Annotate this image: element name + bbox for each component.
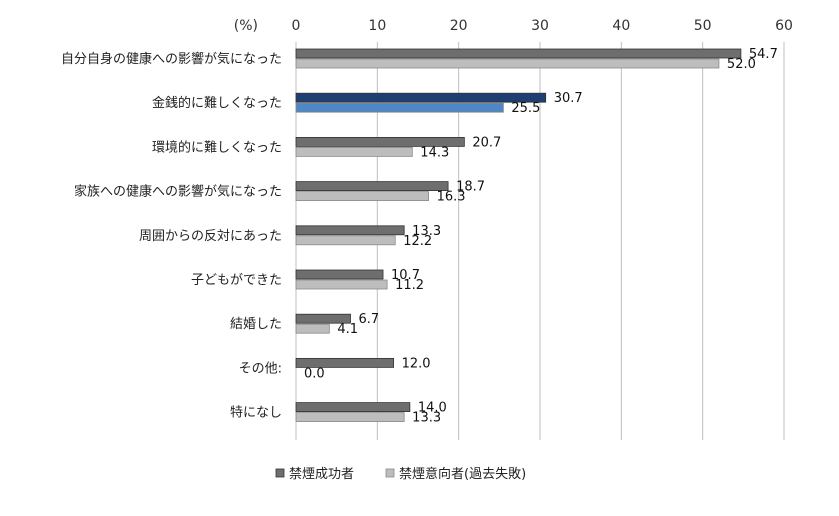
value-labels: 54.752.030.725.520.714.318.716.313.312.2… [304, 47, 778, 426]
value-label: 4.1 [337, 322, 358, 337]
category-label: 環境的に難しくなった [152, 139, 282, 155]
x-tick-label: 50 [694, 18, 712, 34]
value-label: 54.7 [749, 47, 778, 62]
value-label: 18.7 [456, 180, 485, 195]
bar-series-2 [295, 102, 504, 113]
x-tick-label: 10 [368, 18, 386, 34]
bar-series-1 [295, 48, 742, 59]
x-axis-ticks: 0 10 20 30 40 50 60 [292, 18, 793, 34]
bar-series-1 [295, 402, 411, 413]
bar-series-2 [295, 323, 330, 334]
value-label: 14.0 [418, 401, 447, 416]
value-label: 52.0 [727, 57, 756, 72]
bar-series-2 [295, 412, 405, 423]
legend: 禁煙成功者 禁煙意向者(過去失敗) [275, 466, 526, 482]
x-tick-label: 30 [531, 18, 549, 34]
value-label: 0.0 [304, 366, 325, 381]
category-label: 金銭的に難しくなった [152, 95, 282, 111]
x-tick-label: 0 [292, 18, 301, 34]
unit-label: (%) [234, 18, 258, 34]
bar-series-1 [295, 225, 405, 236]
value-label: 11.2 [395, 278, 424, 293]
bar-series-2 [295, 146, 413, 157]
category-labels: 自分自身の健康への影響が気になった金銭的に難しくなった環境的に難しくなった家族へ… [61, 51, 282, 421]
bar-series-1 [295, 313, 351, 324]
x-tick-label: 60 [775, 18, 793, 34]
legend-swatch [275, 468, 285, 478]
bar-series-2 [295, 191, 429, 202]
category-label: その他: [239, 361, 282, 376]
bar-series-1 [295, 181, 449, 192]
value-label: 6.7 [358, 312, 379, 327]
bar-series-1 [295, 136, 465, 147]
x-tick-label: 20 [450, 18, 468, 34]
bar-series-1 [295, 92, 547, 103]
category-label: 自分自身の健康への影響が気になった [61, 51, 282, 67]
category-label: 特になし [230, 406, 282, 421]
value-label: 13.3 [412, 411, 441, 426]
category-label: 周囲からの反対にあった [139, 229, 282, 244]
bar-series-2 [295, 235, 396, 246]
value-label: 16.3 [437, 190, 466, 205]
category-label: 結婚した [230, 317, 282, 332]
value-label: 12.2 [403, 234, 432, 249]
value-label: 30.7 [554, 91, 583, 106]
bar-series-1 [295, 357, 394, 368]
value-label: 12.0 [402, 356, 431, 371]
value-label: 20.7 [472, 135, 501, 150]
category-label: 子どもができた [191, 273, 282, 288]
value-label: 14.3 [420, 145, 449, 160]
category-label: 家族への健康への影響が気になった [74, 184, 282, 200]
value-label: 25.5 [511, 101, 540, 116]
x-tick-label: 40 [612, 18, 630, 34]
legend-label: 禁煙意向者(過去失敗) [399, 466, 526, 482]
bar-series-2 [295, 58, 720, 69]
bars [295, 48, 742, 423]
legend-swatch [385, 468, 395, 478]
value-label: 10.7 [391, 268, 420, 283]
legend-label: 禁煙成功者 [289, 467, 354, 482]
bar-series-1 [295, 269, 384, 280]
bar-series-2 [295, 279, 388, 290]
value-label: 13.3 [412, 224, 441, 239]
